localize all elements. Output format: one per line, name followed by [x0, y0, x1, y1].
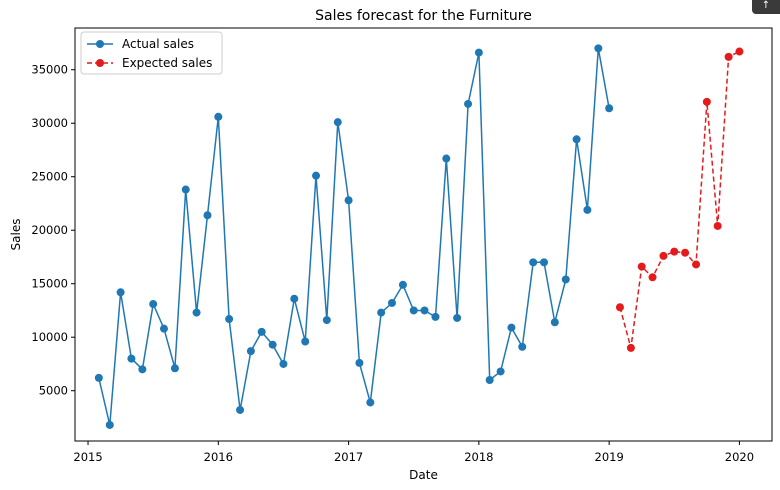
data-point	[279, 359, 288, 368]
y-tick-label: 25000	[31, 170, 68, 184]
y-tick-label: 30000	[31, 116, 68, 130]
x-tick-label: 2015	[73, 450, 102, 464]
data-point	[127, 354, 136, 363]
data-point	[105, 420, 114, 429]
data-point	[236, 405, 245, 414]
data-point	[637, 262, 646, 271]
y-tick-label: 20000	[31, 223, 68, 237]
data-point	[659, 251, 668, 260]
data-point	[420, 306, 429, 315]
data-point	[681, 248, 690, 257]
data-point	[529, 258, 538, 267]
data-point	[702, 97, 711, 106]
data-point	[268, 340, 277, 349]
data-point	[377, 308, 386, 317]
data-point	[312, 171, 321, 180]
data-point	[94, 373, 103, 382]
plot-frame	[74, 27, 773, 442]
data-point	[540, 258, 549, 267]
data-point	[170, 364, 179, 373]
x-tick-label: 2019	[595, 450, 624, 464]
data-point	[724, 52, 733, 61]
data-point	[116, 288, 125, 297]
y-axis-label: Sales	[9, 219, 23, 251]
y-tick-label: 5000	[39, 384, 68, 398]
data-point	[181, 185, 190, 194]
data-point	[453, 313, 462, 322]
data-point	[670, 247, 679, 256]
data-point	[485, 376, 494, 385]
data-point	[626, 343, 635, 352]
x-tick-label: 2016	[204, 450, 233, 464]
data-point	[713, 221, 722, 230]
series-line-1	[619, 50, 740, 349]
data-point	[149, 300, 158, 309]
series-line-0	[98, 48, 610, 426]
legend-marker	[96, 59, 104, 67]
y-tick-label: 10000	[31, 330, 68, 344]
y-tick-label: 35000	[31, 63, 68, 77]
data-point	[290, 294, 299, 303]
data-point	[257, 327, 266, 336]
data-point	[159, 324, 168, 333]
data-point	[496, 367, 505, 376]
data-point	[246, 347, 255, 356]
data-point	[615, 303, 624, 312]
data-point	[474, 48, 483, 57]
y-tick-label: 15000	[31, 277, 68, 291]
data-point	[692, 260, 701, 269]
data-point	[572, 135, 581, 144]
x-tick-label: 2017	[334, 450, 363, 464]
data-point	[594, 44, 603, 53]
data-point	[214, 112, 223, 121]
data-point	[648, 273, 657, 282]
data-point	[398, 280, 407, 289]
data-point	[550, 318, 559, 327]
data-point	[322, 316, 331, 325]
data-point	[442, 154, 451, 163]
data-point	[344, 196, 353, 205]
data-point	[431, 312, 440, 321]
data-point	[301, 337, 310, 346]
data-point	[409, 306, 418, 315]
data-point	[507, 323, 516, 332]
legend-label: Actual sales	[122, 37, 194, 51]
data-point	[203, 211, 212, 220]
x-tick-label: 2018	[464, 450, 493, 464]
x-tick-label: 2020	[725, 450, 754, 464]
data-point	[333, 118, 342, 127]
toolbar-badge[interactable]: ↑	[752, 0, 780, 14]
chart-title: Sales forecast for the Furniture	[315, 8, 532, 24]
legend-marker	[96, 40, 104, 48]
data-point	[192, 308, 201, 317]
data-point	[735, 47, 744, 56]
data-point	[138, 365, 147, 374]
data-point	[387, 298, 396, 307]
data-point	[366, 398, 375, 407]
data-point	[464, 99, 473, 108]
data-point	[583, 205, 592, 214]
x-axis-label: Date	[409, 468, 438, 482]
data-point	[605, 104, 614, 113]
data-point	[561, 275, 570, 284]
data-point	[355, 358, 364, 367]
data-point	[225, 315, 234, 324]
data-point	[518, 342, 527, 351]
legend-box	[80, 31, 223, 75]
legend-label: Expected sales	[122, 56, 212, 70]
